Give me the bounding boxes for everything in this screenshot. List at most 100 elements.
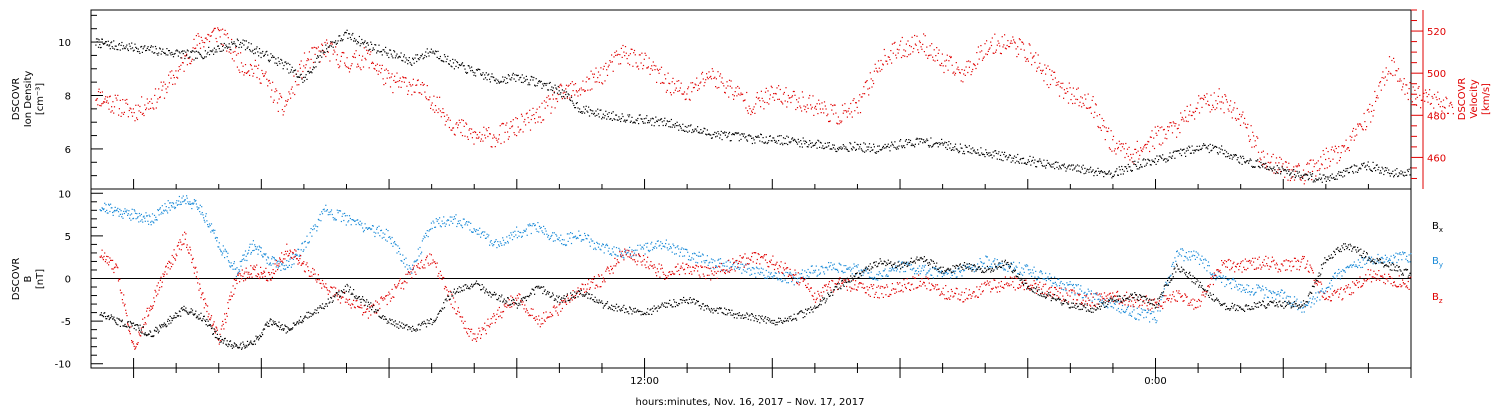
data-point: [269, 262, 271, 264]
data-point: [925, 274, 927, 276]
data-point: [591, 112, 593, 115]
data-point: [259, 52, 261, 54]
data-point: [382, 49, 384, 51]
data-point: [603, 65, 605, 67]
data-point: [597, 246, 600, 248]
data-point: [1164, 137, 1166, 139]
data-point: [340, 38, 342, 40]
data-point: [1280, 171, 1282, 173]
data-point: [845, 146, 847, 148]
data-point: [972, 147, 974, 149]
data-point: [697, 255, 699, 257]
data-point: [116, 48, 118, 51]
data-point: [843, 110, 845, 112]
data-point: [498, 81, 500, 83]
data-point: [1200, 97, 1202, 99]
data-point: [620, 47, 622, 49]
data-point: [1031, 57, 1034, 59]
data-point: [1382, 71, 1384, 73]
data-point: [469, 67, 471, 69]
data-point: [138, 110, 140, 112]
data-point: [1156, 320, 1158, 322]
data-point: [980, 45, 982, 47]
data-point: [470, 222, 472, 224]
data-point: [802, 96, 804, 98]
data-point: [154, 52, 156, 54]
data-point: [859, 112, 862, 114]
data-point: [935, 267, 937, 270]
data-point: [471, 66, 473, 68]
data-point: [274, 62, 276, 64]
data-point: [458, 119, 460, 121]
data-point: [186, 49, 188, 51]
data-point: [583, 239, 585, 241]
data-point: [755, 96, 758, 98]
data-point: [1019, 39, 1021, 41]
data-point: [1155, 163, 1157, 165]
data-point: [176, 76, 178, 78]
data-point: [936, 142, 939, 145]
data-point: [911, 269, 913, 271]
data-point: [434, 111, 436, 113]
data-point: [126, 44, 128, 46]
data-point: [606, 118, 608, 120]
data-point: [356, 66, 358, 68]
data-point: [534, 84, 536, 86]
data-point: [1146, 143, 1148, 145]
data-point: [374, 235, 376, 238]
data-point: [432, 109, 434, 111]
data-point: [998, 263, 1000, 265]
data-point: [416, 54, 419, 56]
data-point: [1162, 154, 1164, 156]
data-point: [1236, 159, 1238, 161]
data-point: [186, 54, 188, 56]
data-point: [904, 50, 907, 52]
data-point: [1189, 104, 1192, 106]
data-point: [247, 252, 249, 254]
data-point: [1099, 172, 1101, 174]
data-point: [165, 206, 167, 208]
data-point: [461, 227, 464, 229]
data-point: [256, 46, 258, 48]
data-point: [250, 65, 252, 67]
data-point: [152, 46, 154, 48]
data-point: [862, 274, 864, 276]
data-point: [956, 276, 958, 278]
data-point: [1344, 150, 1346, 152]
data-point: [526, 112, 528, 114]
data-point: [380, 230, 382, 232]
data-point: [1257, 137, 1259, 139]
data-point: [1439, 106, 1441, 108]
data-point: [201, 56, 203, 58]
data-point: [773, 275, 776, 277]
data-point: [1174, 257, 1176, 259]
data-point: [1030, 272, 1032, 274]
data-point: [188, 203, 190, 205]
data-point: [1115, 153, 1117, 155]
data-point: [880, 59, 882, 62]
data-point: [1376, 95, 1378, 97]
data-point: [629, 246, 631, 248]
data-point: [146, 215, 148, 217]
data-point: [1139, 313, 1141, 316]
data-point: [845, 110, 847, 112]
data-point: [339, 210, 341, 212]
data-point: [1188, 145, 1190, 147]
data-point: [205, 37, 207, 39]
data-point: [649, 120, 651, 122]
data-point: [361, 222, 363, 224]
data-point: [699, 82, 701, 84]
data-point: [638, 68, 640, 70]
data-point: [285, 264, 287, 266]
data-point: [508, 75, 510, 77]
data-point: [1144, 143, 1147, 146]
data-point: [692, 82, 694, 84]
data-point: [699, 255, 701, 257]
data-point: [566, 97, 568, 99]
data-point: [418, 59, 420, 61]
data-point: [974, 64, 976, 67]
data-point: [864, 151, 866, 153]
data-point: [406, 85, 408, 87]
data-point: [614, 51, 616, 54]
data-point: [1210, 273, 1212, 276]
